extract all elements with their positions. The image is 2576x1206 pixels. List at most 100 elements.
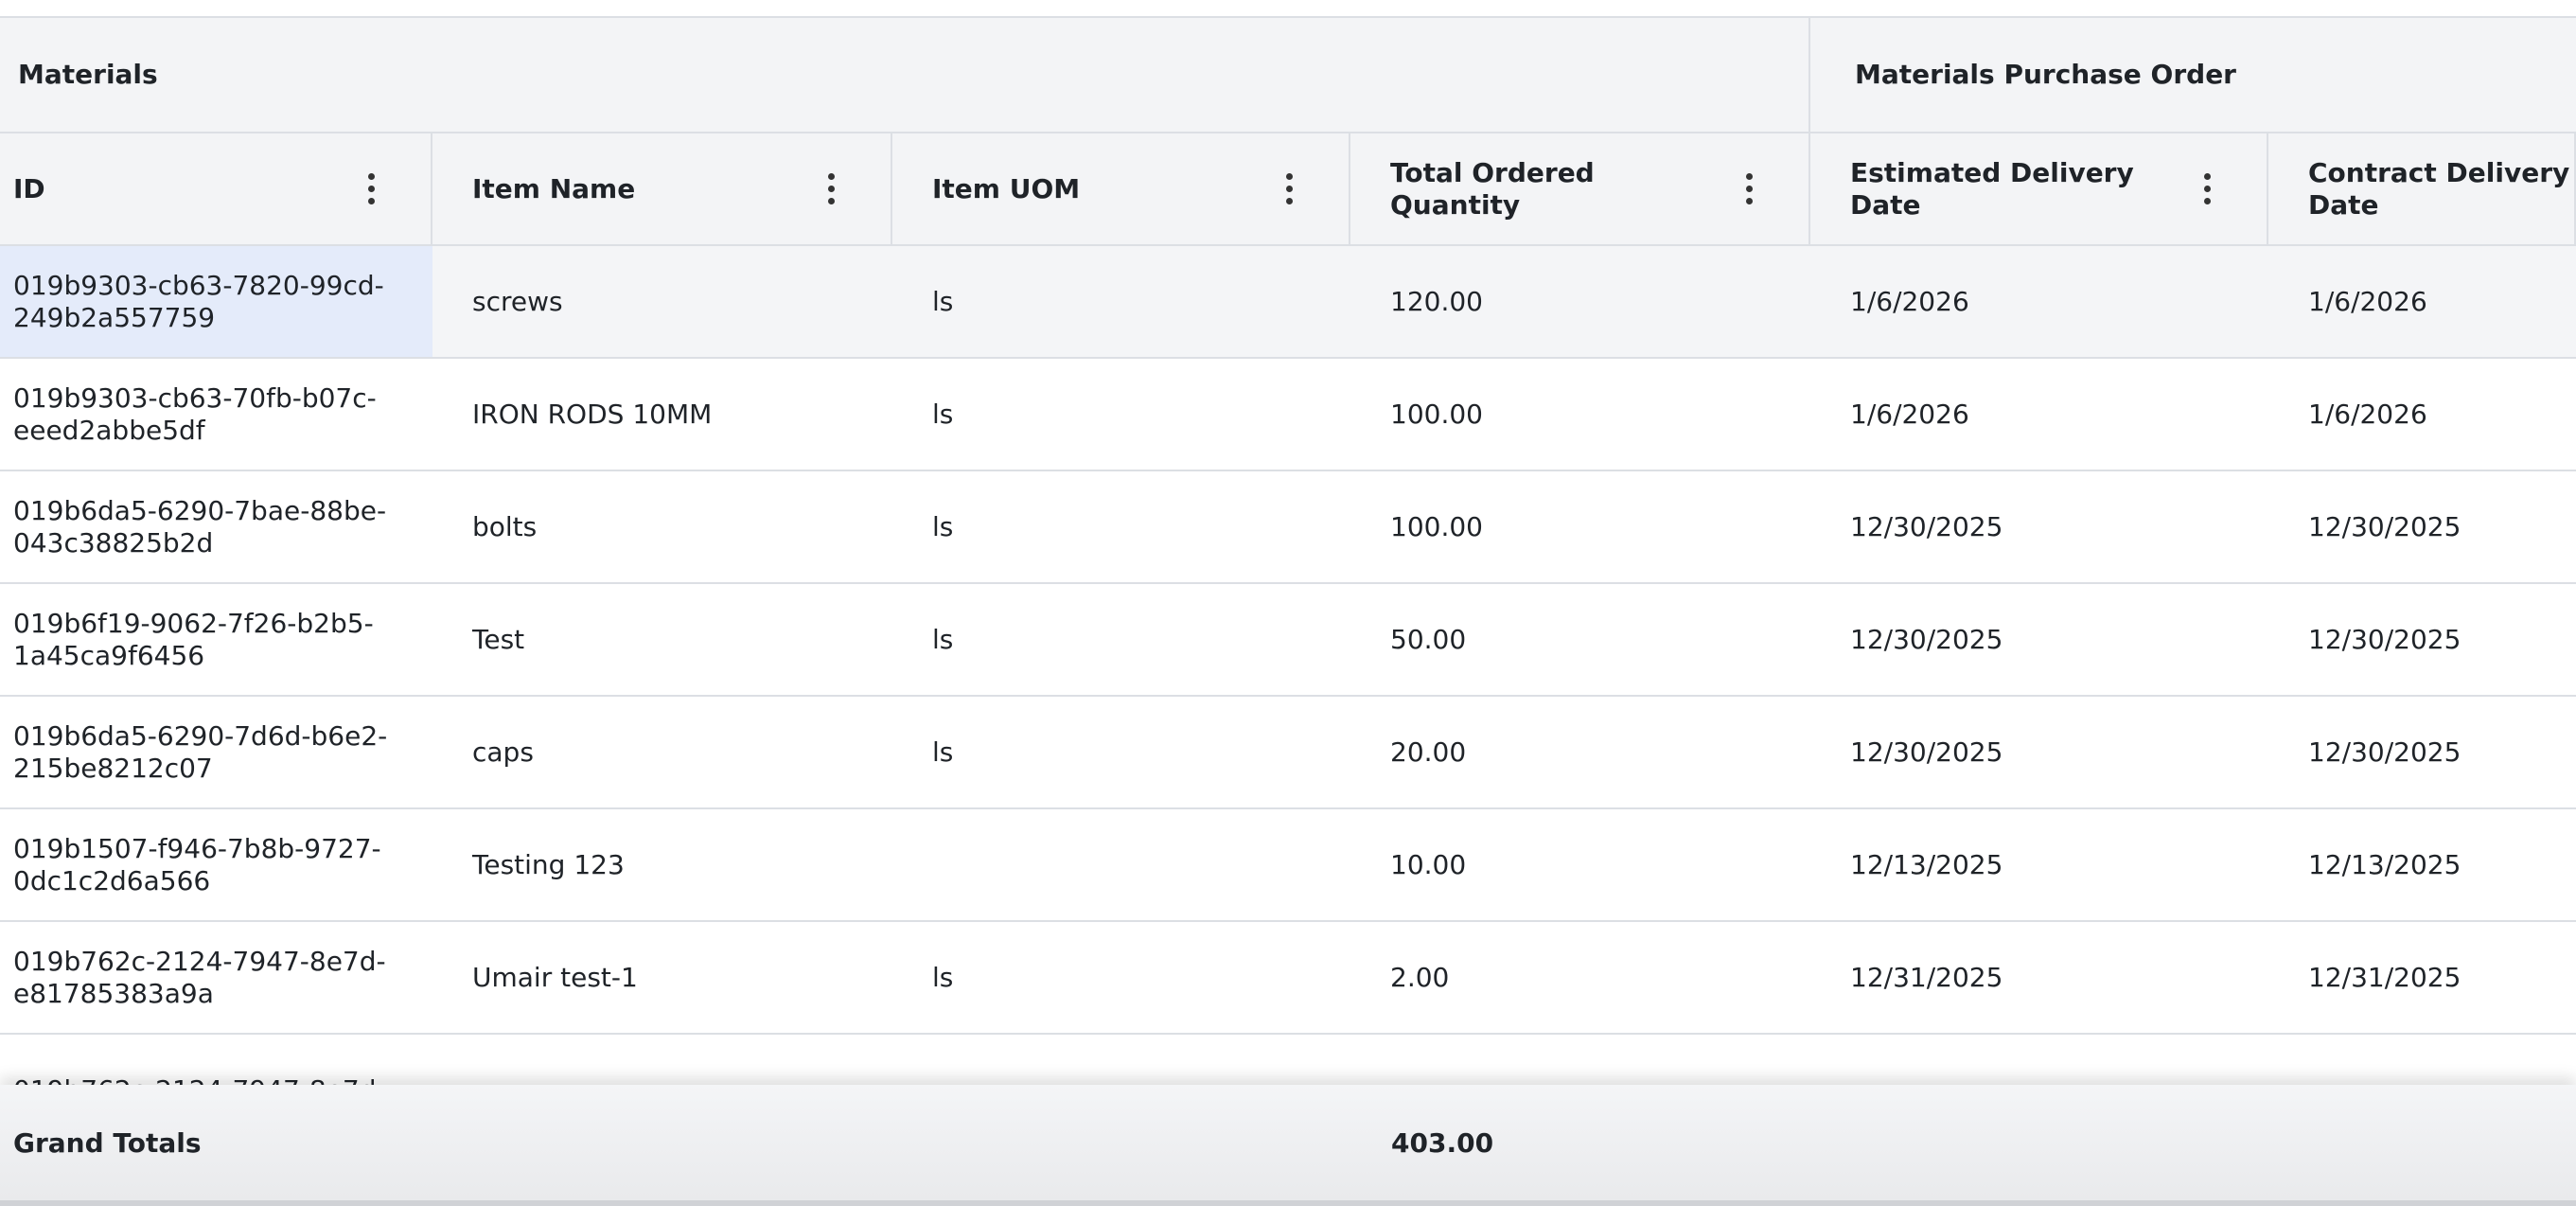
table-cell[interactable]: ls (892, 471, 1350, 584)
cell-text: 100.00 (1390, 510, 1483, 542)
cell-text: ls (932, 285, 954, 317)
table-cell[interactable]: ls (892, 359, 1350, 471)
cell-text: 12/31/2025 (1850, 961, 2003, 993)
table-cell[interactable]: 1/6/2026 (2268, 359, 2576, 471)
table-cell[interactable]: Umair test-1 (432, 922, 892, 1035)
column-menu[interactable] (368, 172, 376, 205)
cell-text: 019b6f19-9062-7f26-b2b5-1a45ca9f6456 (13, 607, 374, 671)
cell-text: caps (472, 736, 534, 768)
table-cell[interactable]: IRON RODS 10MM (432, 359, 892, 471)
column-header-text: Item UOM (932, 172, 1081, 204)
column-header[interactable]: Total Ordered Quantity (1350, 133, 1810, 246)
cell-text: 1/6/2026 (2308, 398, 2427, 430)
table-cell[interactable]: ls (892, 246, 1350, 359)
table-cell[interactable]: caps (432, 697, 892, 809)
cell-text: 12/30/2025 (2308, 623, 2461, 655)
cell-text: ls (932, 623, 954, 655)
cell-text: 12/13/2025 (2308, 848, 2461, 880)
table-cell[interactable]: 12/13/2025 (1810, 809, 2268, 922)
table-cell[interactable]: bolts (432, 471, 892, 584)
table-cell[interactable]: 50.00 (1350, 584, 1810, 697)
table-cell[interactable]: screws (432, 246, 892, 359)
group-header: Materials Purchase Order (1810, 18, 2576, 133)
totals-quantity: 403.00 (1391, 1126, 1494, 1159)
cell-text: 019b762c-2124-7947-8e7d-e81785383a9a (13, 945, 386, 1009)
cell-text: 019b9303-cb63-70fb-b07c-eeed2abbe5df (13, 381, 377, 446)
cell-text: screws (472, 285, 563, 317)
column-header-text: Estimated Delivery Date (1850, 156, 2134, 221)
table-cell[interactable]: 1/6/2026 (1810, 359, 2268, 471)
column-menu[interactable] (1286, 172, 1294, 205)
column-header-text: Item Name (472, 172, 636, 204)
cell-text: ls (932, 736, 954, 768)
column-menu[interactable] (1746, 172, 1754, 205)
cell-text: 12/31/2025 (2308, 961, 2461, 993)
table-cell[interactable]: 019b6f19-9062-7f26-b2b5-1a45ca9f6456 (0, 584, 432, 697)
cell-text: 1/6/2026 (2308, 285, 2427, 317)
table-cell[interactable]: 019b762c-2124-7947-8e7d-e81785383a9a (0, 922, 432, 1035)
table-cell[interactable]: 12/30/2025 (1810, 584, 2268, 697)
table-cell[interactable]: 12/30/2025 (1810, 471, 2268, 584)
table-cell[interactable]: ls (892, 584, 1350, 697)
cell-text: bolts (472, 510, 538, 542)
table-cell[interactable]: 20.00 (1350, 697, 1810, 809)
table-cell[interactable]: 019b6da5-6290-7d6d-b6e2-215be8212c07 (0, 697, 432, 809)
table-cell[interactable]: ls (892, 697, 1350, 809)
top-border (0, 0, 2576, 18)
group-header: Materials (0, 18, 1810, 133)
cell-text: 2.00 (1390, 961, 1450, 993)
table-cell[interactable]: 12/30/2025 (2268, 584, 2576, 697)
column-menu[interactable] (2204, 172, 2212, 205)
cell-text: 1/6/2026 (1850, 398, 1969, 430)
group-header-text: Materials (18, 59, 158, 90)
column-header[interactable]: Estimated Delivery Date (1810, 133, 2268, 246)
column-header-text: Contract Delivery Date (2308, 156, 2570, 221)
table-cell[interactable]: 12/13/2025 (2268, 809, 2576, 922)
cell-text: Testing 123 (472, 848, 625, 880)
cell-text: 12/30/2025 (1850, 510, 2003, 542)
table-cell[interactable]: 019b6da5-6290-7bae-88be-043c38825b2d (0, 471, 432, 584)
column-header-text: ID (13, 172, 45, 204)
table-cell[interactable]: ls (892, 922, 1350, 1035)
table-cell[interactable]: 12/30/2025 (1810, 697, 2268, 809)
cell-text: 120.00 (1390, 285, 1483, 317)
table-cell[interactable]: 12/30/2025 (2268, 697, 2576, 809)
cell-text: 12/30/2025 (1850, 623, 2003, 655)
table-cell[interactable]: 120.00 (1350, 246, 1810, 359)
bottom-border (0, 1200, 2576, 1206)
column-header[interactable]: ID (0, 133, 432, 246)
cell-text: ls (932, 510, 954, 542)
cell-text: 50.00 (1390, 623, 1467, 655)
table-cell[interactable]: 019b1507-f946-7b8b-9727-0dc1c2d6a566 (0, 809, 432, 922)
column-header[interactable]: Item UOM (892, 133, 1350, 246)
table-cell[interactable]: 019b9303-cb63-7820-99cd-249b2a557759 (0, 246, 432, 359)
table-cell[interactable]: Testing 123 (432, 809, 892, 922)
grand-totals-bar: Grand Totals 403.00 (0, 1085, 2576, 1200)
table-cell[interactable]: Test (432, 584, 892, 697)
column-header-text: Total Ordered Quantity (1390, 156, 1595, 221)
cell-text: 100.00 (1390, 398, 1483, 430)
table-cell[interactable]: 019b9303-cb63-70fb-b07c-eeed2abbe5df (0, 359, 432, 471)
table-cell[interactable]: 1/6/2026 (2268, 246, 2576, 359)
column-header[interactable]: Item Name (432, 133, 892, 246)
column-header[interactable]: Contract Delivery Date (2268, 133, 2576, 246)
table-cell[interactable] (892, 809, 1350, 922)
cell-text: ls (932, 961, 954, 993)
table-cell[interactable]: 12/31/2025 (1810, 922, 2268, 1035)
cell-text: Umair test-1 (472, 961, 638, 993)
table-cell[interactable]: 2.00 (1350, 922, 1810, 1035)
cell-text: 12/30/2025 (1850, 736, 2003, 768)
cell-text: 12/13/2025 (1850, 848, 2003, 880)
table-cell[interactable]: 100.00 (1350, 471, 1810, 584)
table-cell[interactable]: 10.00 (1350, 809, 1810, 922)
cell-text: IRON RODS 10MM (472, 398, 713, 430)
table-cell[interactable]: 12/30/2025 (2268, 471, 2576, 584)
table-cell[interactable]: 1/6/2026 (1810, 246, 2268, 359)
table-cell[interactable]: 100.00 (1350, 359, 1810, 471)
cell-text: Test (472, 623, 525, 655)
cell-text: 019b1507-f946-7b8b-9727-0dc1c2d6a566 (13, 832, 381, 896)
column-menu[interactable] (828, 172, 836, 205)
cell-text: 1/6/2026 (1850, 285, 1969, 317)
table-cell[interactable]: 12/31/2025 (2268, 922, 2576, 1035)
